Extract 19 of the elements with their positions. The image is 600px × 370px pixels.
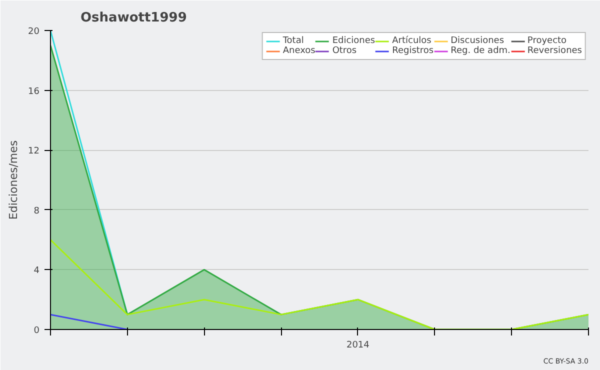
y-tick-label: 20	[28, 27, 40, 37]
legend-label: Registros	[392, 46, 434, 56]
chart-title: Oshawott1999	[80, 10, 187, 26]
x-tick-label: 2014	[346, 340, 370, 350]
legend-label: Proyecto	[527, 36, 567, 46]
y-tick-label: 0	[34, 326, 40, 336]
legend-label: Reversiones	[527, 46, 582, 56]
legend-label: Reg. de adm.	[450, 46, 510, 56]
legend-label: Total	[282, 36, 304, 46]
legend-label: Anexos	[282, 46, 316, 56]
y-tick-label: 4	[34, 266, 40, 276]
y-tick-label: 8	[34, 206, 40, 216]
legend-label: Artículos	[392, 36, 432, 46]
legend-label: Otros	[332, 46, 357, 56]
y-tick-label: 16	[28, 86, 40, 97]
legend-label: Ediciones	[332, 36, 376, 46]
y-tick-label: 12	[28, 146, 40, 157]
legend-label: Discusiones	[450, 36, 504, 46]
y-axis-title: Ediciones/mes	[7, 140, 20, 220]
